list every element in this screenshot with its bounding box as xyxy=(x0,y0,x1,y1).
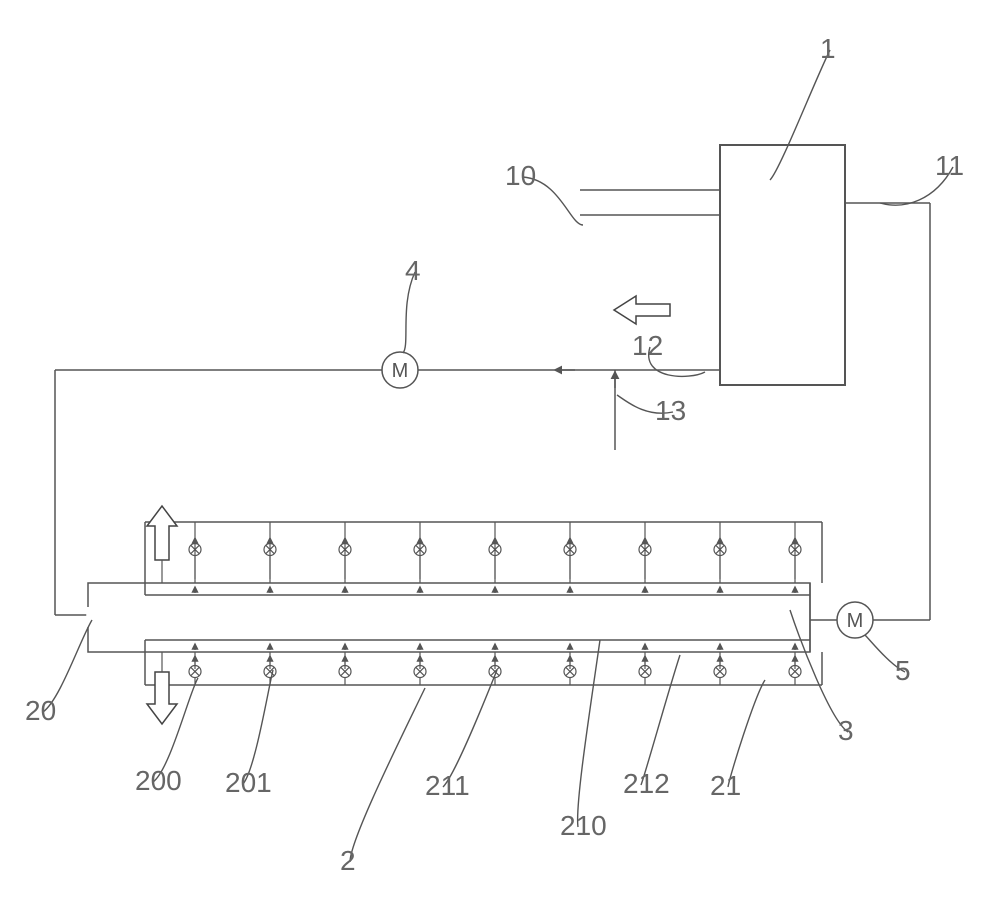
engineering-schematic: M M 1 10 11 4 12 13 20 200 201 2 211 210 212 21 3 5 xyxy=(0,0,1000,907)
label-21: 21 xyxy=(710,770,741,801)
label-201: 201 xyxy=(225,767,272,798)
label-20: 20 xyxy=(25,695,56,726)
label-5: 5 xyxy=(895,655,911,686)
manifold-arrow-up xyxy=(147,506,177,560)
label-13: 13 xyxy=(655,395,686,426)
manifold-arrow-down xyxy=(147,672,177,724)
label-11: 11 xyxy=(935,150,964,181)
upper-box xyxy=(720,145,845,385)
svg-text:M: M xyxy=(392,360,409,382)
label-2: 2 xyxy=(340,845,356,876)
label-1: 1 xyxy=(820,33,836,64)
leader-210 xyxy=(578,640,600,827)
leader-1 xyxy=(770,50,830,180)
label-211: 211 xyxy=(425,770,470,801)
label-212: 212 xyxy=(623,768,670,799)
label-210: 210 xyxy=(560,810,607,841)
label-12: 12 xyxy=(632,330,663,361)
label-200: 200 xyxy=(135,765,182,796)
svg-text:M: M xyxy=(847,610,864,632)
label-10: 10 xyxy=(505,160,536,191)
label-3: 3 xyxy=(838,715,854,746)
label-4: 4 xyxy=(405,255,421,286)
leader-2 xyxy=(350,688,425,862)
flow-arrow-left xyxy=(614,296,670,324)
